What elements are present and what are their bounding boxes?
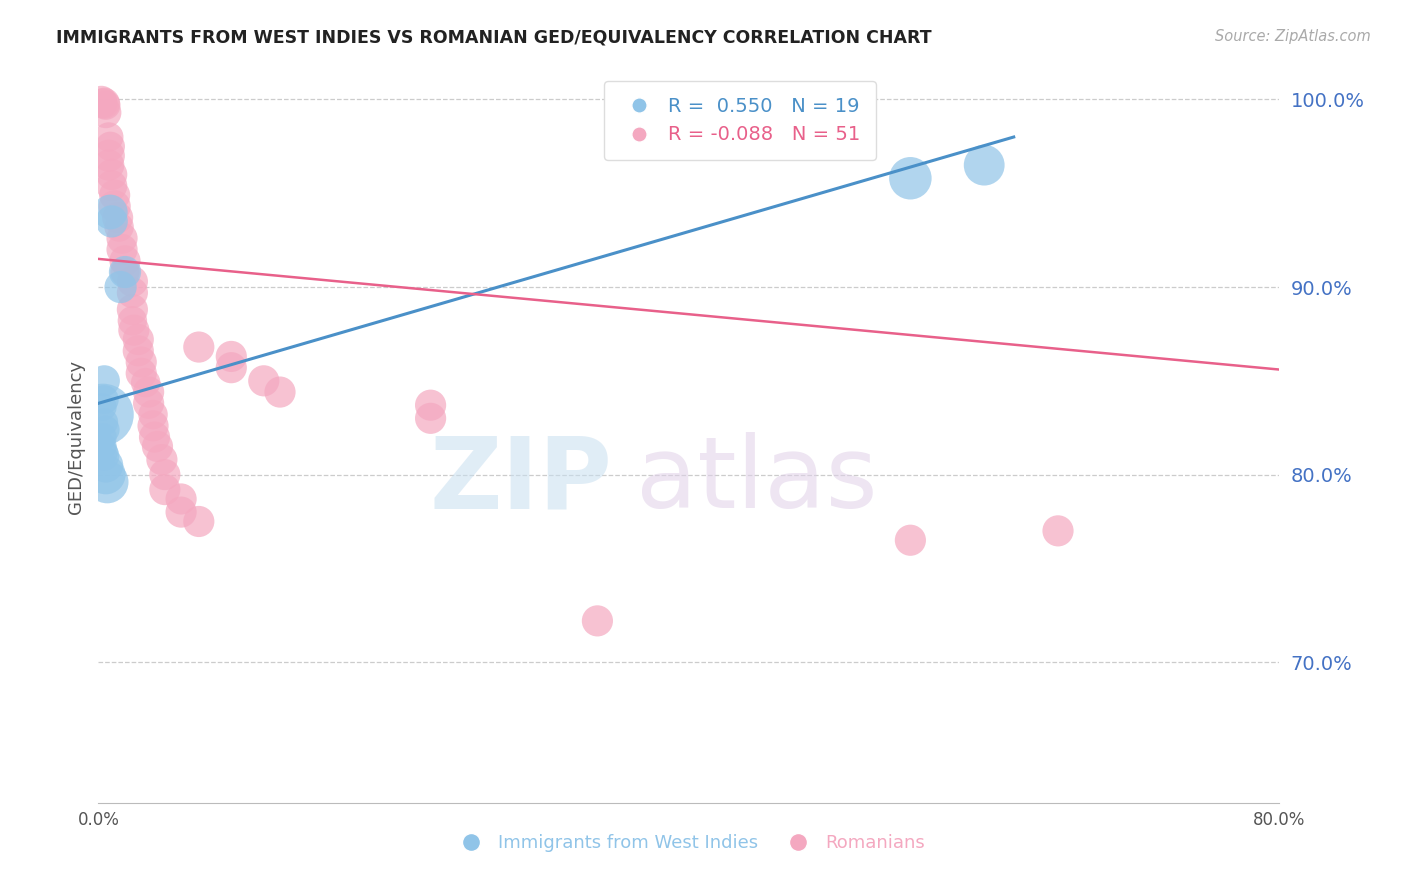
Point [221, 360, 243, 375]
Point [900, 171, 922, 186]
Point [111, 231, 134, 245]
Legend: Immigrants from West Indies, Romanians: Immigrants from West Indies, Romanians [446, 827, 932, 860]
Point [1046, 524, 1070, 538]
Point [98, 139, 121, 153]
Point [93, 374, 115, 388]
Point [91, 440, 114, 454]
Point [100, 214, 122, 228]
Point [96, 475, 118, 489]
Point [153, 467, 176, 482]
Point [108, 220, 131, 235]
Point [170, 491, 193, 506]
Point [100, 178, 122, 193]
Point [104, 188, 127, 202]
Point [114, 253, 136, 268]
Point [221, 350, 243, 364]
Point [97, 149, 120, 163]
Point [419, 411, 441, 425]
Point [170, 505, 193, 519]
Point [97, 130, 120, 145]
Text: Source: ZipAtlas.com: Source: ZipAtlas.com [1215, 29, 1371, 44]
Point [91, 445, 114, 459]
Point [122, 323, 145, 337]
Point [91, 408, 114, 422]
Point [143, 430, 166, 444]
Point [114, 265, 136, 279]
Y-axis label: GED/Equivalency: GED/Equivalency [67, 360, 86, 514]
Point [94, 105, 117, 120]
Point [91, 430, 114, 444]
Point [121, 302, 143, 317]
Point [586, 614, 609, 628]
Point [142, 408, 165, 422]
Text: IMMIGRANTS FROM WEST INDIES VS ROMANIAN GED/EQUIVALENCY CORRELATION CHART: IMMIGRANTS FROM WEST INDIES VS ROMANIAN … [56, 29, 932, 46]
Point [127, 343, 149, 358]
Point [900, 533, 922, 548]
Point [129, 367, 152, 381]
Point [253, 374, 276, 388]
Point [142, 418, 165, 433]
Point [127, 333, 149, 347]
Point [146, 440, 169, 454]
Point [90, 95, 112, 109]
Point [121, 274, 143, 288]
Point [94, 423, 117, 437]
Point [94, 467, 117, 482]
Point [419, 398, 441, 412]
Point [187, 340, 209, 354]
Point [187, 515, 209, 529]
Point [97, 158, 120, 172]
Point [107, 211, 129, 225]
Point [91, 400, 114, 414]
Point [138, 396, 160, 410]
Point [138, 385, 160, 400]
Point [93, 96, 115, 111]
Point [973, 158, 995, 172]
Point [153, 483, 176, 497]
Point [94, 458, 117, 473]
Point [129, 355, 152, 369]
Point [121, 314, 143, 328]
Point [110, 280, 132, 294]
Point [104, 199, 127, 213]
Text: atlas: atlas [636, 433, 877, 530]
Text: ZIP: ZIP [429, 433, 612, 530]
Point [93, 415, 115, 429]
Point [94, 98, 117, 112]
Point [91, 96, 114, 111]
Point [114, 265, 136, 279]
Point [93, 449, 115, 463]
Point [135, 376, 157, 390]
Point [121, 285, 143, 300]
Point [93, 392, 115, 407]
Point [111, 243, 134, 257]
Point [100, 168, 122, 182]
Point [150, 452, 173, 467]
Point [269, 385, 291, 400]
Point [98, 205, 121, 219]
